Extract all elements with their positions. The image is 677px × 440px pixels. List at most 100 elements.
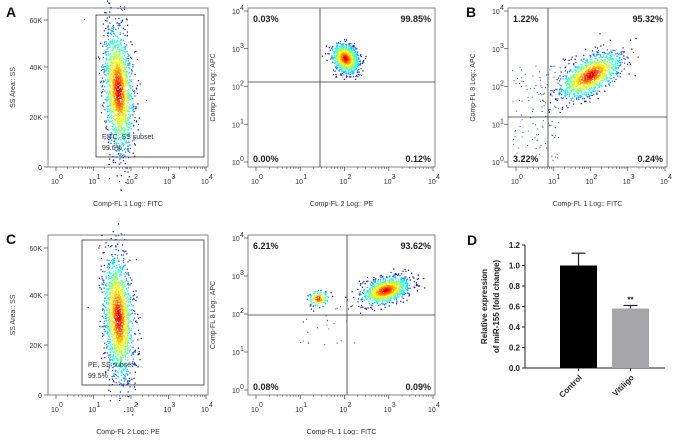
event-dot [596,75,597,76]
event-dot [590,74,591,75]
event-dot [116,321,117,322]
event-dot [125,130,126,131]
event-dot [120,79,121,80]
event-dot [107,98,108,99]
event-dot [107,81,108,82]
event-dot [353,49,354,50]
event-dot [347,50,348,51]
event-dot [111,335,112,336]
event-dot [559,80,560,81]
event-dot [620,73,621,74]
event-dot [113,331,114,332]
event-dot [101,289,102,290]
event-dot [603,44,604,45]
event-dot [550,109,551,110]
event-dot [110,339,111,340]
event-dot [589,67,590,68]
event-dot [123,311,124,312]
event-dot [116,108,117,109]
event-dot [114,66,115,67]
event-dot [602,69,603,70]
event-dot [360,63,361,64]
event-dot [120,93,121,94]
event-dot [588,77,589,78]
event-dot [107,111,108,112]
event-dot [551,156,552,157]
event-dot [121,127,122,128]
event-dot [133,295,134,296]
event-dot [602,52,603,53]
event-dot [605,71,606,72]
event-dot [105,127,106,128]
event-dot [583,58,584,59]
y-tick-label: 60K [30,18,43,25]
event-dot [566,105,567,106]
event-dot [576,99,577,100]
event-dot [566,76,567,77]
event-dot [106,54,107,55]
event-dot [574,76,575,77]
event-dot [117,127,118,128]
event-dot [355,62,356,63]
event-dot [515,130,516,131]
event-dot [340,67,341,68]
event-dot [362,70,363,71]
event-dot [115,123,116,124]
event-dot [130,99,131,100]
event-dot [358,65,359,66]
event-dot [345,55,346,56]
event-dot [133,153,134,154]
event-dot [130,126,131,127]
event-dot [135,117,136,118]
event-dot [126,110,127,111]
event-dot [336,43,337,44]
event-dot [111,121,112,122]
event-dot [589,65,590,66]
event-dot [622,62,623,63]
event-dot [565,92,566,93]
event-dot [119,25,120,26]
event-dot [613,77,614,78]
event-dot [121,39,122,40]
y-tick-label: 10 [492,85,500,92]
event-dot [607,80,608,81]
event-dot [594,79,595,80]
event-dot [111,73,112,74]
event-dot [127,118,128,119]
event-dot [342,59,343,60]
event-dot [137,103,138,104]
event-dot [132,98,133,99]
event-dot [579,78,580,79]
event-dot [130,105,131,106]
event-dot [114,336,115,337]
event-dot [132,312,133,313]
event-dot [119,82,120,83]
gate-name: FITC, SS subset [102,134,153,141]
event-dot [565,67,566,68]
event-dot [609,59,610,60]
event-dot [118,109,119,110]
event-dot [124,59,125,60]
event-dot [125,79,126,80]
event-dot [119,155,120,156]
event-dot [109,114,110,115]
event-dot [516,111,517,112]
event-dot [118,95,119,96]
event-dot [586,71,587,72]
x-tick-label: 10 [164,179,172,186]
event-dot [107,260,108,261]
event-dot [515,136,516,137]
event-dot [125,109,126,110]
event-dot [561,85,562,86]
event-dot [104,357,105,358]
event-dot [126,93,127,94]
event-dot [359,72,360,73]
event-dot [126,108,127,109]
event-dot [331,55,332,56]
event-dot [343,74,344,75]
event-dot [346,68,347,69]
event-dot [111,91,112,92]
event-dot [603,63,604,64]
event-dot [349,49,350,50]
event-dot [105,99,106,100]
